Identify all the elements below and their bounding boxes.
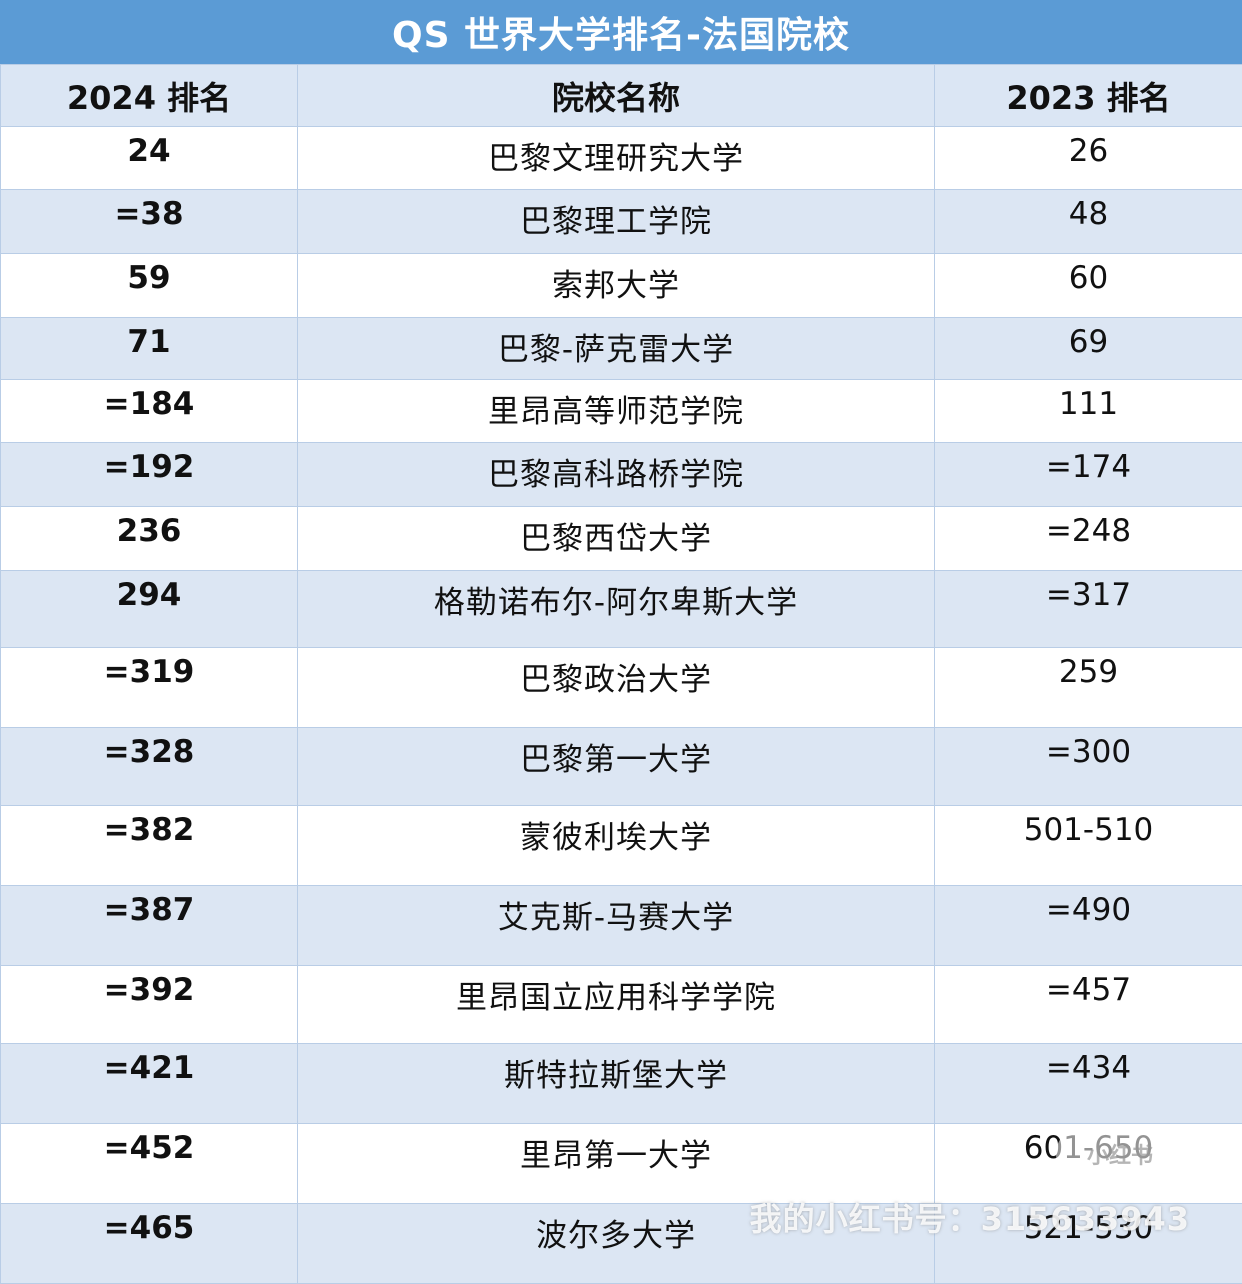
- rank-2024-cell: =319: [1, 648, 298, 728]
- rank-2023-cell: =490: [935, 886, 1242, 966]
- school-name-cell: 里昂高等师范学院: [298, 380, 935, 443]
- rank-2023-cell: =457: [935, 966, 1242, 1044]
- rank-2023-cell: 69: [935, 318, 1242, 380]
- rank-2024-cell: =328: [1, 728, 298, 806]
- rank-2023-cell: =300: [935, 728, 1242, 806]
- header-rank-2024: 2024 排名: [1, 65, 298, 127]
- school-name-cell: 巴黎-萨克雷大学: [298, 318, 935, 380]
- school-name-cell: 波尔多大学: [298, 1204, 935, 1284]
- school-name-cell: 里昂国立应用科学学院: [298, 966, 935, 1044]
- rank-2023-cell: 501-510: [935, 806, 1242, 886]
- school-name-cell: 斯特拉斯堡大学: [298, 1044, 935, 1124]
- rank-2023-cell: 26: [935, 127, 1242, 190]
- header-rank-2023: 2023 排名: [935, 65, 1242, 127]
- school-name-cell: 索邦大学: [298, 254, 935, 318]
- school-name-cell: 巴黎高科路桥学院: [298, 443, 935, 507]
- rank-2023-cell: 111: [935, 380, 1242, 443]
- header-school-name: 院校名称: [298, 65, 935, 127]
- rank-2024-cell: 236: [1, 507, 298, 571]
- rank-2024-cell: 294: [1, 571, 298, 648]
- school-name-cell: 巴黎西岱大学: [298, 507, 935, 571]
- rank-2024-cell: =421: [1, 1044, 298, 1124]
- rank-2024-cell: =465: [1, 1204, 298, 1284]
- rank-2024-cell: =387: [1, 886, 298, 966]
- school-name-cell: 里昂第一大学: [298, 1124, 935, 1204]
- rank-2023-cell: =248: [935, 507, 1242, 571]
- rank-2024-cell: 71: [1, 318, 298, 380]
- xiaohongshu-logo-badge: 小红书: [1056, 1126, 1184, 1182]
- rank-2023-cell: 60: [935, 254, 1242, 318]
- rank-2024-cell: =192: [1, 443, 298, 507]
- rank-2023-cell: =317: [935, 571, 1242, 648]
- rank-2024-cell: =452: [1, 1124, 298, 1204]
- rank-2024-cell: 59: [1, 254, 298, 318]
- rank-2024-cell: =392: [1, 966, 298, 1044]
- table-row: =452里昂第一大学601-650: [1, 1124, 1242, 1204]
- rank-2023-cell: =434: [935, 1044, 1242, 1124]
- rank-2023-cell: 48: [935, 190, 1242, 254]
- school-name-cell: 巴黎政治大学: [298, 648, 935, 728]
- school-name-cell: 艾克斯-马赛大学: [298, 886, 935, 966]
- rank-2023-cell: 259: [935, 648, 1242, 728]
- rank-2024-cell: 24: [1, 127, 298, 190]
- school-name-cell: 格勒诺布尔-阿尔卑斯大学: [298, 571, 935, 648]
- rank-2024-cell: =38: [1, 190, 298, 254]
- table-header-row: 2024 排名 院校名称 2023 排名: [1, 65, 1242, 127]
- rank-2024-cell: =184: [1, 380, 298, 443]
- school-name-cell: 巴黎理工学院: [298, 190, 935, 254]
- rank-2024-cell: =382: [1, 806, 298, 886]
- school-name-cell: 巴黎文理研究大学: [298, 127, 935, 190]
- rank-2023-cell: 521-530: [935, 1204, 1242, 1284]
- school-name-cell: 蒙彼利埃大学: [298, 806, 935, 886]
- school-name-cell: 巴黎第一大学: [298, 728, 935, 806]
- page-title: QS 世界大学排名-法国院校: [0, 0, 1242, 64]
- rank-2023-cell: =174: [935, 443, 1242, 507]
